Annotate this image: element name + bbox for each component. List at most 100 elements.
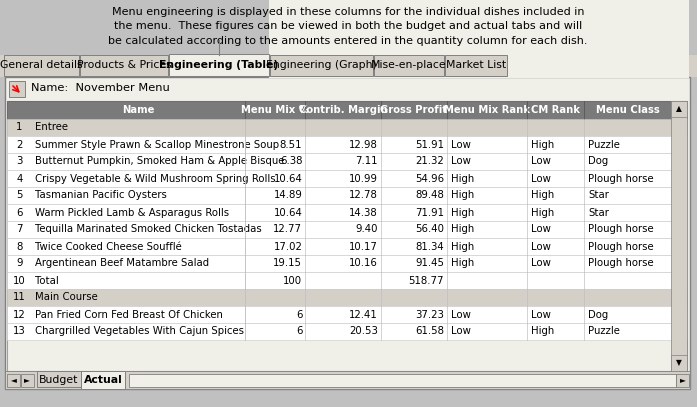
Text: High: High xyxy=(451,241,474,252)
Bar xyxy=(7,238,687,255)
Bar xyxy=(7,323,687,340)
Text: Chargrilled Vegetables With Cajun Spices: Chargrilled Vegetables With Cajun Spices xyxy=(35,326,244,337)
Text: Argentinean Beef Matambre Salad: Argentinean Beef Matambre Salad xyxy=(35,258,209,269)
Text: Low: Low xyxy=(531,225,551,234)
Text: 61.58: 61.58 xyxy=(415,326,444,337)
Text: Name:  November Menu: Name: November Menu xyxy=(31,83,170,93)
Text: 14.89: 14.89 xyxy=(273,190,302,201)
Text: Name: Name xyxy=(122,105,155,115)
Text: 13: 13 xyxy=(13,326,26,337)
Bar xyxy=(21,374,34,387)
Bar xyxy=(7,306,687,323)
Text: 8: 8 xyxy=(17,241,23,252)
Text: 7: 7 xyxy=(16,225,23,234)
Text: Menu Mix %: Menu Mix % xyxy=(241,105,309,115)
Text: Twice Cooked Cheese Soufflé: Twice Cooked Cheese Soufflé xyxy=(35,241,182,252)
Text: High: High xyxy=(451,173,474,184)
Bar xyxy=(7,187,687,204)
Text: 10.64: 10.64 xyxy=(273,173,302,184)
Text: 6: 6 xyxy=(296,309,302,319)
Text: 14.38: 14.38 xyxy=(349,208,378,217)
Text: Main Course: Main Course xyxy=(35,293,98,302)
Text: Tasmanian Pacific Oysters: Tasmanian Pacific Oysters xyxy=(35,190,167,201)
Text: Low: Low xyxy=(531,241,551,252)
Text: High: High xyxy=(451,258,474,269)
Bar xyxy=(7,170,687,187)
Text: ◄: ◄ xyxy=(10,376,17,385)
Text: 56.40: 56.40 xyxy=(415,225,444,234)
Text: Plough horse: Plough horse xyxy=(588,241,654,252)
Text: Star: Star xyxy=(588,190,609,201)
Text: 8.51: 8.51 xyxy=(279,140,302,149)
Text: High: High xyxy=(531,326,554,337)
Bar xyxy=(7,101,687,371)
Text: ▼: ▼ xyxy=(676,359,682,368)
Text: 19.15: 19.15 xyxy=(273,258,302,269)
Text: 9.40: 9.40 xyxy=(355,225,378,234)
Bar xyxy=(671,101,687,117)
Text: Market List: Market List xyxy=(446,61,506,70)
Text: Low: Low xyxy=(531,309,551,319)
Text: 17.02: 17.02 xyxy=(273,241,302,252)
Text: 10.17: 10.17 xyxy=(348,241,378,252)
Text: 51.91: 51.91 xyxy=(415,140,444,149)
Bar xyxy=(7,101,687,119)
Bar xyxy=(4,55,79,76)
Text: High: High xyxy=(451,208,474,217)
Text: ►: ► xyxy=(24,376,30,385)
Text: Low: Low xyxy=(531,258,551,269)
Text: 89.48: 89.48 xyxy=(415,190,444,201)
Bar xyxy=(0,0,697,55)
Text: Star: Star xyxy=(588,208,609,217)
Bar xyxy=(7,136,687,153)
Text: Products & Prices: Products & Prices xyxy=(77,61,171,70)
Text: 81.34: 81.34 xyxy=(415,241,444,252)
Text: Low: Low xyxy=(451,326,471,337)
Bar xyxy=(676,374,689,387)
Text: 10: 10 xyxy=(13,276,26,285)
Text: Low: Low xyxy=(451,157,471,166)
Text: 54.96: 54.96 xyxy=(415,173,444,184)
Bar xyxy=(671,355,687,371)
Bar xyxy=(37,371,81,387)
Text: Plough horse: Plough horse xyxy=(588,173,654,184)
Text: CM Rank: CM Rank xyxy=(531,105,580,115)
Text: High: High xyxy=(531,140,554,149)
Text: 12: 12 xyxy=(13,309,26,319)
Bar xyxy=(270,55,373,76)
Text: Engineering (Table): Engineering (Table) xyxy=(160,61,279,70)
Text: 3: 3 xyxy=(17,157,23,166)
Text: High: High xyxy=(451,190,474,201)
Bar xyxy=(7,272,687,289)
Text: Menu Mix Rank: Menu Mix Rank xyxy=(444,105,530,115)
Bar xyxy=(7,255,687,272)
Bar xyxy=(81,371,125,389)
Text: 2: 2 xyxy=(17,140,23,149)
Text: High: High xyxy=(451,225,474,234)
Text: 21.32: 21.32 xyxy=(415,157,444,166)
Text: Entree: Entree xyxy=(35,123,68,133)
Text: Low: Low xyxy=(531,157,551,166)
Text: Dog: Dog xyxy=(588,309,608,319)
Text: 20.53: 20.53 xyxy=(348,326,378,337)
Bar xyxy=(445,55,507,76)
Text: 10.99: 10.99 xyxy=(348,173,378,184)
Text: Budget: Budget xyxy=(39,375,79,385)
Text: 10.64: 10.64 xyxy=(273,208,302,217)
Text: 12.78: 12.78 xyxy=(348,190,378,201)
Text: 518.77: 518.77 xyxy=(408,276,444,285)
Text: Pan Fried Corn Fed Breast Of Chicken: Pan Fried Corn Fed Breast Of Chicken xyxy=(35,309,223,319)
Text: High: High xyxy=(531,208,554,217)
Text: Plough horse: Plough horse xyxy=(588,258,654,269)
Text: High: High xyxy=(531,190,554,201)
Text: 91.45: 91.45 xyxy=(415,258,444,269)
Text: Contrib. Margin: Contrib. Margin xyxy=(299,105,388,115)
Text: 12.77: 12.77 xyxy=(273,225,302,234)
Text: 1: 1 xyxy=(17,123,23,133)
Text: 10.16: 10.16 xyxy=(348,258,378,269)
Text: Low: Low xyxy=(531,173,551,184)
Text: Mise-en-place: Mise-en-place xyxy=(372,61,447,70)
Bar xyxy=(269,0,689,78)
Text: Low: Low xyxy=(451,309,471,319)
Bar xyxy=(169,54,269,76)
